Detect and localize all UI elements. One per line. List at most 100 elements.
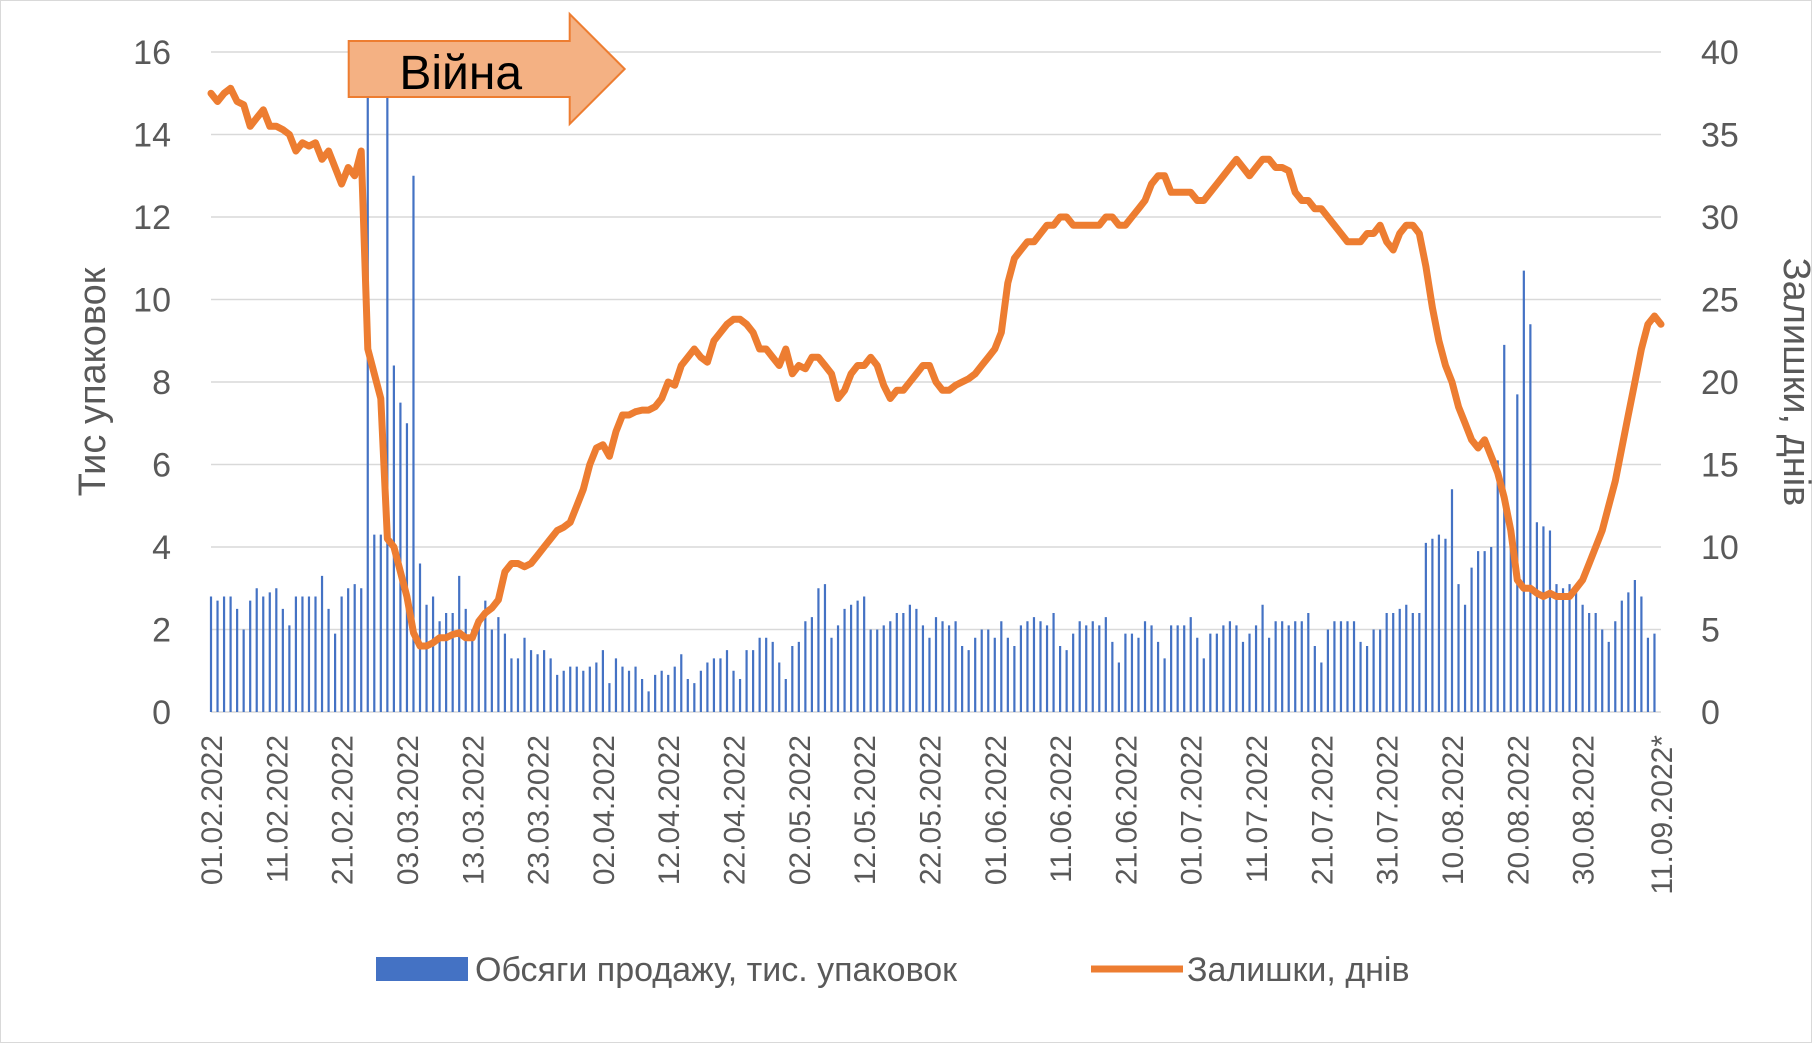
sales-bar	[588, 666, 591, 712]
sales-bar	[281, 608, 284, 712]
x-tick-label: 10.08.2022	[1437, 735, 1470, 885]
sales-bar	[980, 629, 983, 712]
sales-bar	[817, 588, 820, 712]
sales-bar	[804, 621, 807, 712]
right-tick-label: 35	[1701, 117, 1739, 155]
left-tick-label: 12	[133, 199, 171, 237]
sales-bar	[1268, 637, 1271, 712]
sales-bar	[1117, 662, 1120, 712]
sales-bar	[869, 629, 872, 712]
war-label: Війна	[399, 47, 522, 100]
sales-bar	[1045, 625, 1049, 712]
sales-bar	[1104, 617, 1107, 712]
sales-bar	[1588, 613, 1591, 712]
sales-bar	[1320, 662, 1323, 712]
sales-bar	[856, 600, 859, 712]
sales-bar	[1444, 538, 1447, 712]
sales-bar	[1405, 604, 1408, 712]
sales-bar	[1568, 584, 1571, 712]
sales-bar	[451, 613, 454, 712]
left-tick-label: 16	[133, 34, 171, 72]
sales-bar	[1359, 641, 1362, 712]
sales-bar	[1424, 542, 1427, 712]
sales-bar	[1163, 658, 1166, 712]
sales-bar	[1261, 604, 1264, 712]
sales-bar	[209, 596, 213, 712]
right-tick-label: 25	[1701, 282, 1739, 320]
legend-swatch-sales	[376, 957, 468, 981]
sales-bar	[1450, 489, 1454, 712]
sales-bar	[693, 683, 696, 712]
sales-bar	[1130, 633, 1134, 712]
sales-bar	[490, 629, 493, 712]
sales-bar	[503, 633, 507, 712]
sales-bar	[236, 608, 239, 712]
sales-bar	[647, 691, 650, 712]
sales-bar	[477, 621, 480, 712]
sales-bar	[1241, 641, 1245, 712]
sales-bar	[1398, 608, 1401, 712]
sales-bar	[1026, 621, 1029, 712]
sales-bar	[1542, 526, 1545, 712]
sales-bar	[823, 584, 827, 712]
sales-bar	[360, 588, 363, 712]
sales-bar	[1032, 617, 1036, 712]
sales-bar	[895, 613, 898, 712]
sales-bar	[556, 674, 559, 712]
sales-bar	[1352, 621, 1356, 712]
sales-bar	[1170, 625, 1173, 712]
sales-bar	[1627, 592, 1630, 712]
sales-bar	[262, 596, 265, 712]
sales-bar	[961, 646, 964, 712]
sales-bar	[288, 625, 291, 712]
legend-label-sales: Обсяги продажу, тис. упаковок	[475, 951, 958, 989]
sales-bar	[1326, 629, 1329, 712]
left-tick-label: 0	[152, 694, 171, 732]
sales-bar	[706, 662, 709, 712]
x-tick-label: 03.03.2022	[392, 735, 425, 885]
sales-bar	[255, 588, 258, 712]
sales-bar	[1235, 625, 1238, 712]
x-tick-label: 21.07.2022	[1306, 735, 1339, 885]
sales-bar	[1483, 551, 1486, 712]
sales-bar	[719, 658, 722, 712]
sales-bar	[954, 621, 957, 712]
right-tick-label: 15	[1701, 447, 1739, 485]
sales-bar	[1156, 641, 1160, 712]
sales-bar	[1111, 641, 1114, 712]
sales-bar	[1581, 604, 1584, 712]
right-tick-label: 0	[1701, 694, 1720, 732]
sales-bar	[399, 402, 402, 712]
sales-bar	[595, 662, 598, 712]
right-tick-label: 10	[1701, 529, 1739, 567]
x-tick-label: 02.05.2022	[784, 735, 817, 885]
sales-bar	[268, 592, 271, 712]
left-tick-label: 6	[152, 447, 171, 485]
sales-bar	[1137, 637, 1140, 712]
sales-bar	[1346, 621, 1349, 712]
sales-bar	[915, 608, 918, 712]
sales-bar	[340, 596, 343, 712]
sales-bar	[529, 650, 533, 712]
sales-bar	[1620, 600, 1623, 712]
sales-bar	[575, 666, 578, 712]
sales-bar	[1215, 633, 1218, 712]
sales-bar	[294, 596, 298, 712]
sales-bar	[1019, 625, 1023, 712]
sales-bar	[1392, 613, 1395, 712]
sales-bar	[1287, 625, 1290, 712]
sales-bar	[1078, 621, 1081, 712]
sales-bar	[1529, 324, 1532, 712]
sales-bar	[549, 658, 552, 712]
sales-bar	[680, 654, 683, 712]
sales-bar	[1098, 625, 1101, 712]
sales-bar	[830, 637, 833, 712]
sales-bar	[333, 633, 337, 712]
x-tick-label: 02.04.2022	[588, 735, 621, 885]
x-tick-label: 23.03.2022	[523, 735, 556, 885]
sales-bar	[1418, 613, 1421, 712]
sales-bar	[614, 658, 618, 712]
sales-bar	[1307, 613, 1310, 712]
sales-bar	[516, 658, 520, 712]
sales-bar	[229, 596, 232, 712]
